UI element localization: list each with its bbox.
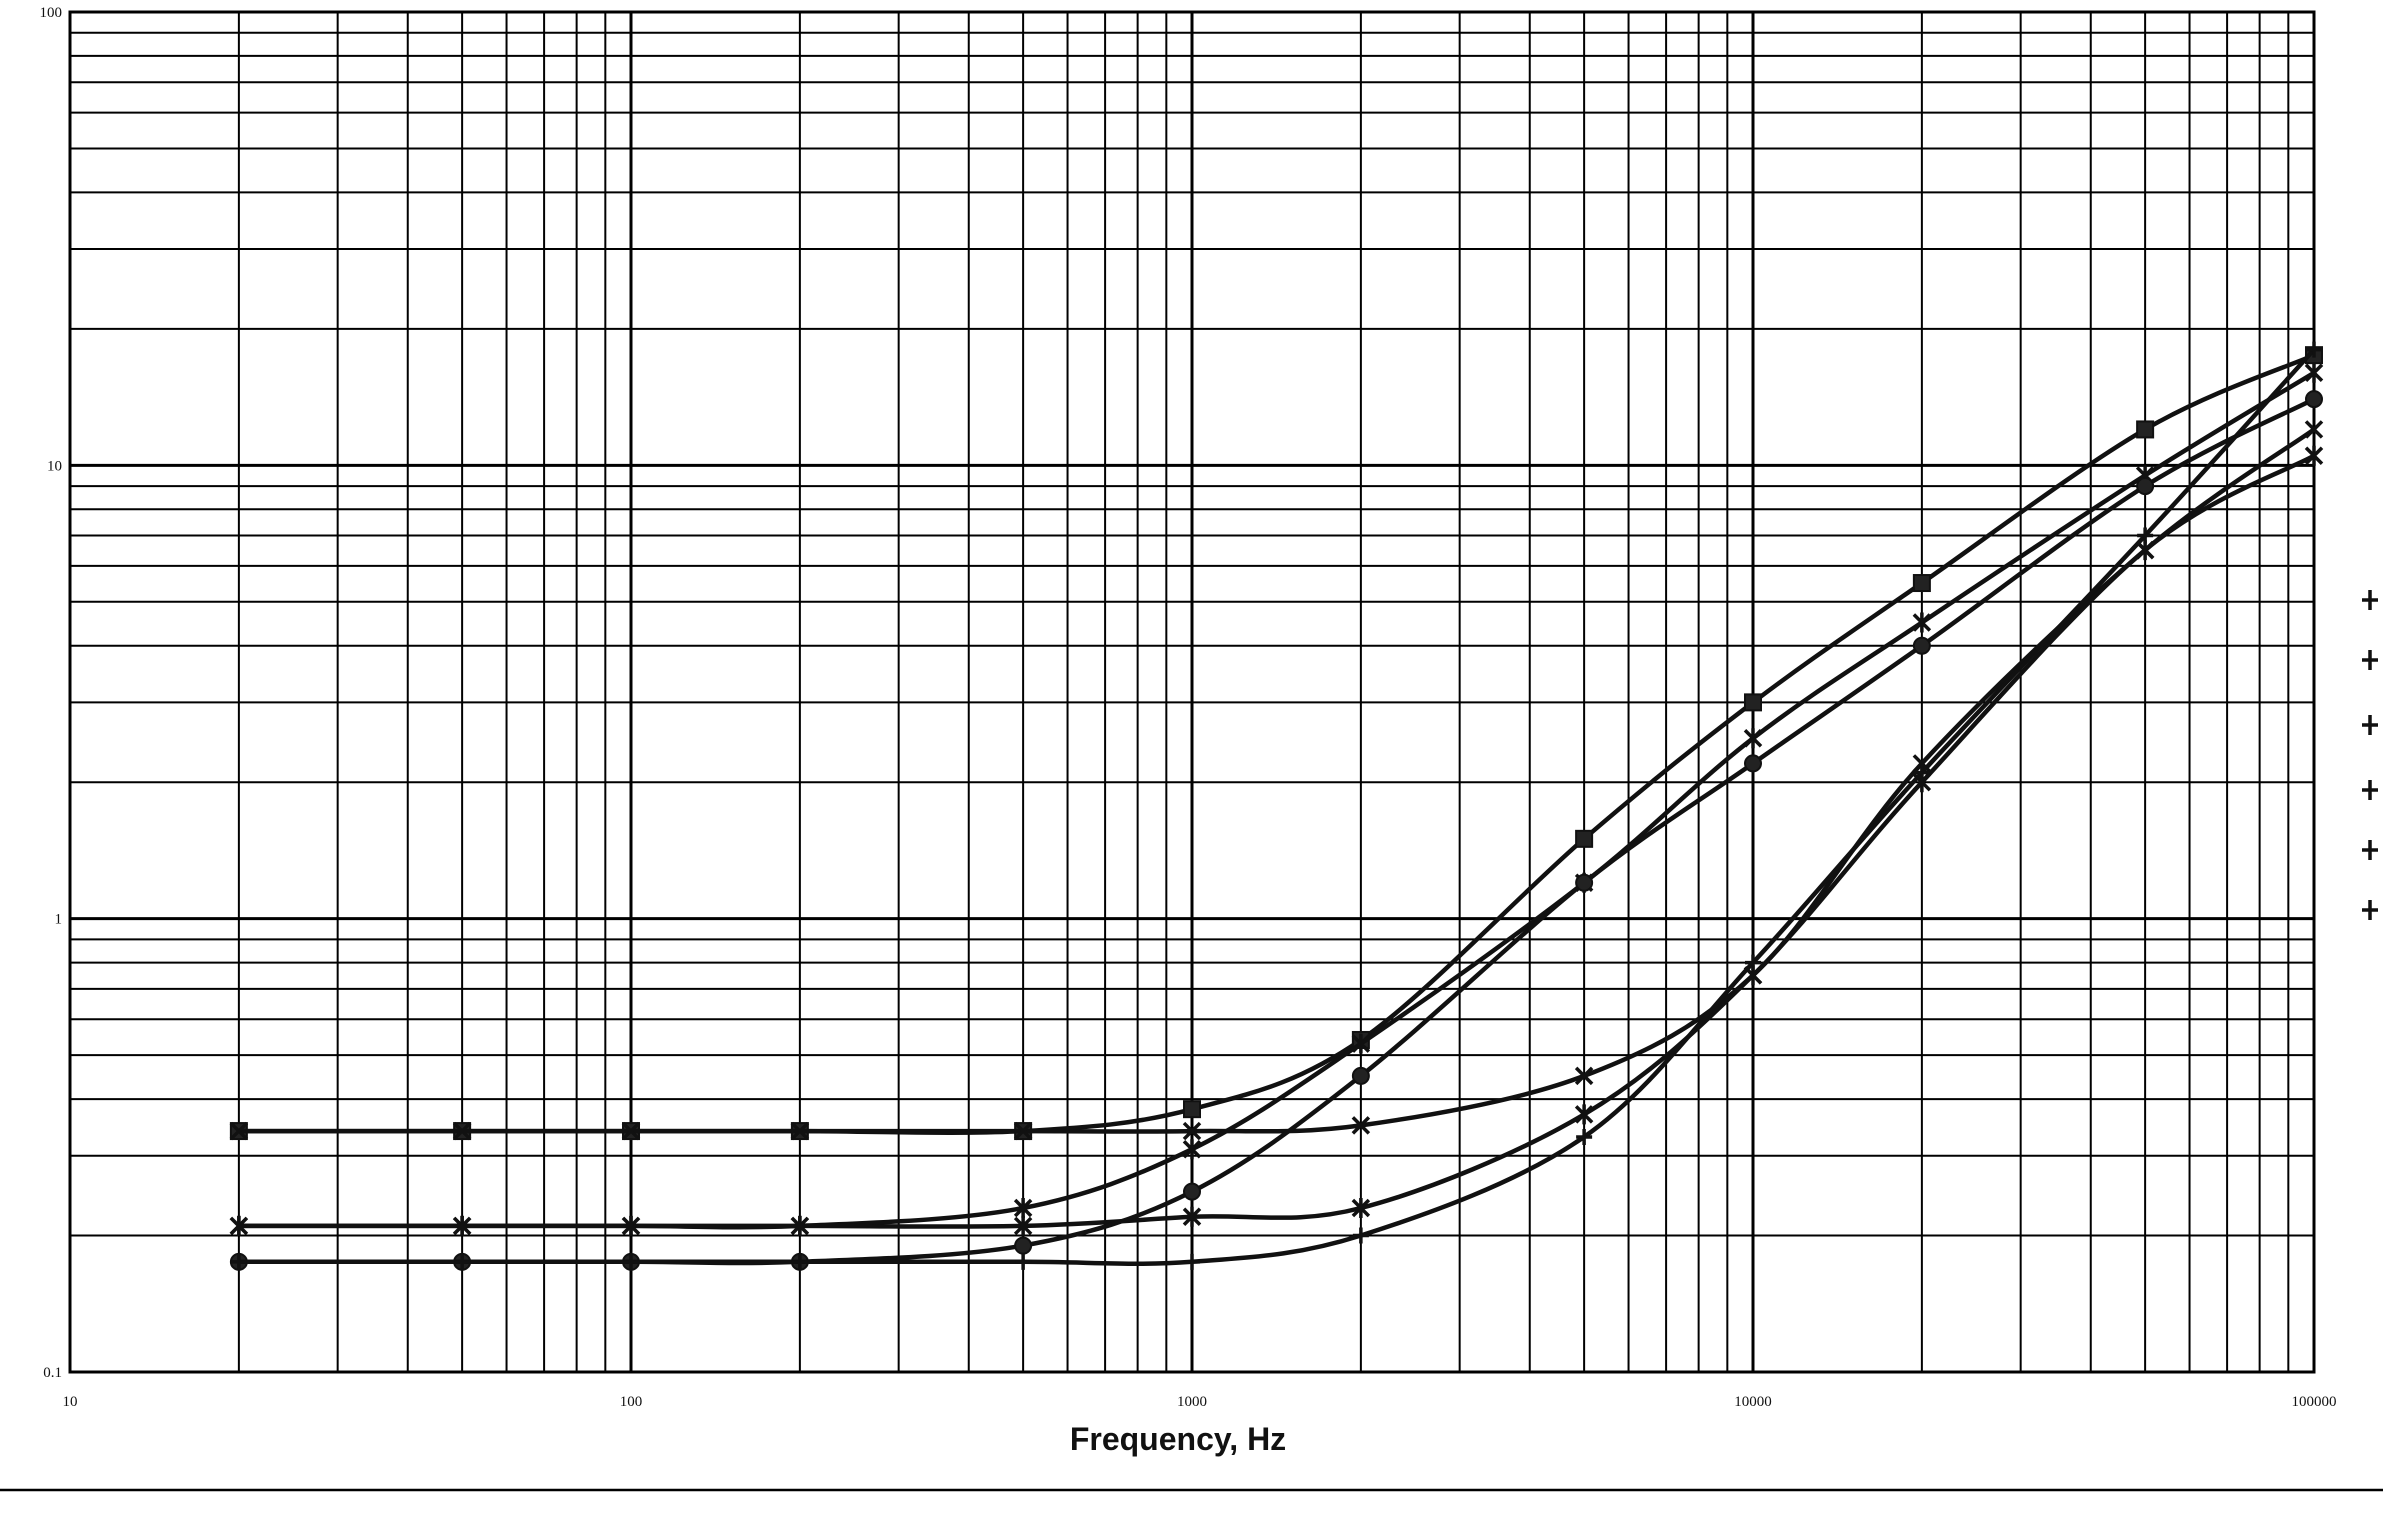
data-point: [1183, 1100, 1201, 1119]
plot-frame: [68, 10, 2316, 1374]
data-point: [1184, 1253, 1200, 1270]
data-point: [621, 1121, 641, 1141]
y-tick-label: 1: [55, 912, 63, 928]
data-point: [1574, 1104, 1594, 1125]
data-point: [621, 1215, 641, 1236]
data-point: [2137, 527, 2154, 544]
x-tick-label: 100: [620, 1394, 643, 1410]
data-point: [1015, 1253, 1032, 1270]
tick-labels: 10 100 1000 10000 100000 0.1 1 10 100: [40, 5, 2337, 1410]
x-tick-label: 10000: [1734, 1394, 1772, 1410]
data-point: [230, 1253, 247, 1270]
data-point: [1351, 1198, 1371, 1219]
data-point: [1744, 754, 1762, 773]
legend-marker: [2362, 715, 2378, 735]
data-point: [790, 1215, 810, 1236]
data-point: [1013, 1198, 1033, 1219]
y-tick-label: 100: [40, 5, 63, 21]
data-point: [1574, 1066, 1594, 1086]
series-layer: [229, 341, 2324, 1271]
legend-marker: [2362, 900, 2378, 920]
series-line: [236, 352, 2317, 1135]
data-point: [452, 1121, 472, 1141]
legend-marker: [2362, 840, 2378, 860]
data-point: [454, 1253, 471, 1270]
data-point: [1013, 1215, 1033, 1236]
data-point: [1912, 612, 1932, 633]
data-point: [1013, 1121, 1033, 1141]
data-point: [1912, 574, 1931, 593]
series-line: [236, 453, 2317, 1229]
data-point: [790, 1121, 810, 1141]
data-point: [1183, 1182, 1201, 1201]
data-point: [229, 1121, 249, 1141]
y-tick-label: 0.1: [43, 1365, 62, 1381]
data-point: [1351, 1116, 1371, 1135]
chart-grid: [68, 12, 2314, 1374]
series-6: [230, 341, 2322, 1270]
legend-cropped: [2362, 590, 2378, 920]
data-point: [1576, 1128, 1593, 1145]
data-point: [2306, 341, 2322, 358]
data-point: [2136, 477, 2155, 496]
data-point: [1743, 728, 1763, 749]
data-point: [1575, 829, 1594, 848]
legend-marker: [2362, 780, 2378, 800]
data-point: [1182, 1139, 1202, 1160]
data-point: [1912, 636, 1931, 655]
data-point: [2136, 420, 2155, 439]
x-tick-label: 100000: [2292, 1394, 2337, 1410]
x-tick-label: 1000: [1177, 1394, 1207, 1410]
data-point: [2305, 390, 2323, 409]
data-point: [1913, 764, 1930, 781]
x-axis-title: Frequency, Hz: [1070, 1421, 1286, 1457]
data-point: [1182, 1121, 1202, 1141]
data-point: [623, 1253, 639, 1270]
data-point: [2304, 362, 2324, 383]
data-point: [1351, 1033, 1371, 1054]
data-point: [1351, 1066, 1370, 1085]
data-point: [1745, 954, 1761, 971]
legend-marker: [2362, 650, 2378, 670]
data-point: [1352, 1227, 1369, 1244]
data-point: [1182, 1206, 1202, 1227]
data-point: [1014, 1236, 1033, 1255]
data-point: [452, 1215, 472, 1236]
data-point: [229, 1215, 249, 1236]
data-point: [2304, 445, 2324, 466]
data-point: [791, 1253, 808, 1270]
y-tick-label: 10: [47, 458, 62, 474]
series-4: [229, 445, 2324, 1236]
x-tick-label: 10: [63, 1394, 78, 1410]
data-point: [1575, 873, 1594, 892]
data-point: [2304, 420, 2324, 439]
data-point: [1744, 693, 1762, 712]
legend-marker: [2362, 590, 2378, 610]
